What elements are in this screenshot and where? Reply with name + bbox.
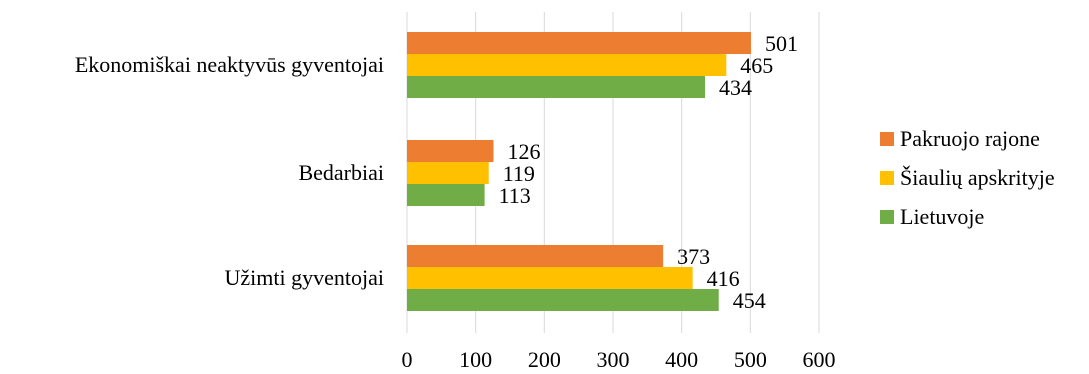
bar-2-2: [407, 289, 719, 311]
data-label-0-0: 501: [765, 31, 798, 56]
x-tick-label-1: 100: [459, 347, 492, 372]
legend-item-0: Pakruojo rajone: [880, 126, 1055, 151]
legend-item-1: Šiaulių apskrityje: [880, 165, 1055, 190]
data-label-2-1: 416: [707, 266, 740, 291]
x-tick-label-2: 200: [528, 347, 561, 372]
legend-item-2: Lietuvoje: [880, 204, 1055, 229]
category-label-2: Užimti gyventojai: [225, 265, 384, 290]
data-label-0-1: 465: [740, 53, 773, 78]
legend-label-2: Lietuvoje: [900, 204, 985, 229]
bar-0-2: [407, 76, 706, 98]
data-label-1-1: 119: [503, 161, 535, 186]
data-label-2-0: 373: [677, 244, 710, 269]
bar-1-0: [407, 140, 494, 162]
data-label-0-2: 434: [719, 75, 752, 100]
legend-swatch-1: [880, 171, 894, 185]
bar-0-0: [407, 32, 752, 54]
data-label-1-2: 113: [499, 183, 531, 208]
data-label-2-2: 454: [733, 288, 766, 313]
legend-swatch-0: [880, 132, 894, 146]
category-label-1: Bedarbiai: [298, 160, 384, 185]
bar-2-1: [407, 267, 693, 289]
x-tick-label-6: 600: [803, 347, 836, 372]
x-axis-ticks: 0 100 200 300 400 500 600: [402, 347, 836, 372]
bars: [407, 32, 752, 311]
x-tick-label-5: 500: [734, 347, 767, 372]
category-label-0: Ekonomiškai neaktyvūs gyventojai: [75, 52, 384, 77]
legend-swatch-2: [880, 210, 894, 224]
data-label-1-0: 126: [508, 139, 541, 164]
bar-1-1: [407, 162, 489, 184]
bar-2-0: [407, 245, 664, 267]
legend-label-1: Šiaulių apskrityje: [900, 165, 1055, 190]
category-labels: Ekonomiškai neaktyvūs gyventojai Bedarbia…: [75, 52, 384, 290]
x-tick-label-0: 0: [402, 347, 413, 372]
x-tick-label-3: 300: [597, 347, 630, 372]
legend-label-0: Pakruojo rajone: [900, 126, 1040, 151]
bar-0-1: [407, 54, 727, 76]
bar-1-2: [407, 184, 485, 206]
legend: Pakruojo rajone Šiaulių apskrityje Lietu…: [880, 126, 1055, 245]
x-tick-label-4: 400: [665, 347, 698, 372]
